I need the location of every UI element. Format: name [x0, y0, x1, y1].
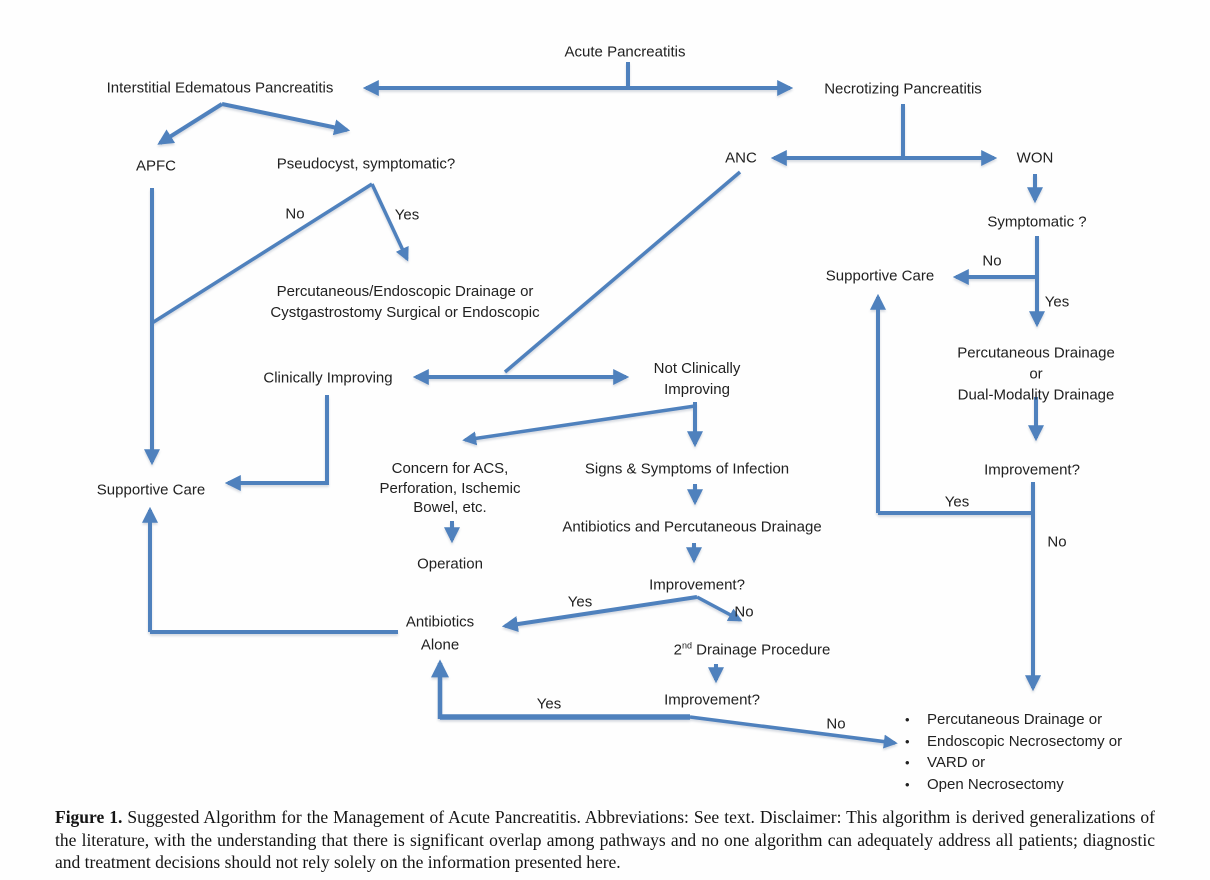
edge-label-improve-center-no: No	[734, 603, 754, 621]
edge-label-pseudocyst-no: No	[285, 205, 305, 223]
bullet-icon: •	[905, 755, 910, 770]
figure-caption-text: Suggested Algorithm for the Management o…	[55, 807, 1155, 873]
edge-label-improve-bottom-no: No	[826, 715, 846, 733]
bullet-icon: •	[905, 712, 910, 727]
node-supportive-care-left: Supportive Care	[96, 481, 206, 499]
list-item: • VARD or	[905, 752, 1122, 774]
node-percutaneous-endoscopic-drainage: Percutaneous/Endoscopic Drainage or Cyst…	[270, 283, 540, 321]
node-symptomatic: Symptomatic ?	[987, 213, 1087, 231]
node-pseudocyst: Pseudocyst, symptomatic?	[276, 155, 456, 173]
node-improvement-bottom: Improvement?	[664, 691, 760, 709]
node-interstitial-edematous: Interstitial Edematous Pancreatitis	[106, 79, 334, 97]
list-item: • Open Necrosectomy	[905, 774, 1122, 796]
node-second-drainage-procedure: 2nd Drainage Procedure	[673, 640, 831, 659]
edge-label-improve-bottom-yes: Yes	[536, 695, 562, 713]
options-list: • Percutaneous Drainage or • Endoscopic Ne…	[905, 709, 1122, 795]
node-acute-pancreatitis: Acute Pancreatitis	[564, 43, 686, 61]
bullet-icon: •	[905, 733, 910, 749]
node-clinically-improving: Clinically Improving	[263, 369, 393, 387]
list-item: • Percutaneous Drainage or	[905, 709, 1122, 731]
node-not-clinically-improving: Not Clinically Improving	[653, 360, 741, 398]
figure-caption-label: Figure 1.	[55, 807, 123, 827]
edge-label-improve-right-no: No	[1047, 533, 1067, 551]
node-concern-acs: Concern for ACS, Perforation, Ischemic B…	[379, 459, 521, 516]
node-improvement-right: Improvement?	[984, 461, 1080, 479]
figure-caption: Figure 1. Suggested Algorithm for the Ma…	[55, 806, 1155, 874]
node-antibiotics-alone: Antibiotics Alone	[405, 613, 475, 654]
edge-label-symptomatic-no: No	[982, 252, 1002, 270]
edge-label-improve-right-yes: Yes	[944, 493, 970, 511]
flowchart-arrows	[142, 62, 1045, 749]
node-operation: Operation	[417, 555, 483, 573]
node-won: WON	[1016, 149, 1054, 167]
node-anc: ANC	[725, 149, 757, 167]
edge-label-symptomatic-yes: Yes	[1044, 293, 1070, 311]
list-item: • Endoscopic Necrosectomy or	[905, 731, 1122, 753]
node-necrotizing-pancreatitis: Necrotizing Pancreatitis	[824, 80, 982, 98]
bullet-icon: •	[905, 776, 910, 792]
edge-label-improve-center-yes: Yes	[567, 593, 593, 611]
node-supportive-care-right: Supportive Care	[825, 267, 935, 285]
edge-label-pseudocyst-yes: Yes	[394, 206, 420, 224]
node-percutaneous-dual-modality: Percutaneous Drainage or Dual-Modality D…	[957, 344, 1115, 404]
node-apfc: APFC	[135, 157, 177, 175]
node-antibiotics-percutaneous: Antibiotics and Percutaneous Drainage	[562, 518, 822, 536]
node-signs-symptoms-infection: Signs & Symptoms of Infection	[584, 460, 790, 478]
node-improvement-center: Improvement?	[649, 576, 745, 594]
